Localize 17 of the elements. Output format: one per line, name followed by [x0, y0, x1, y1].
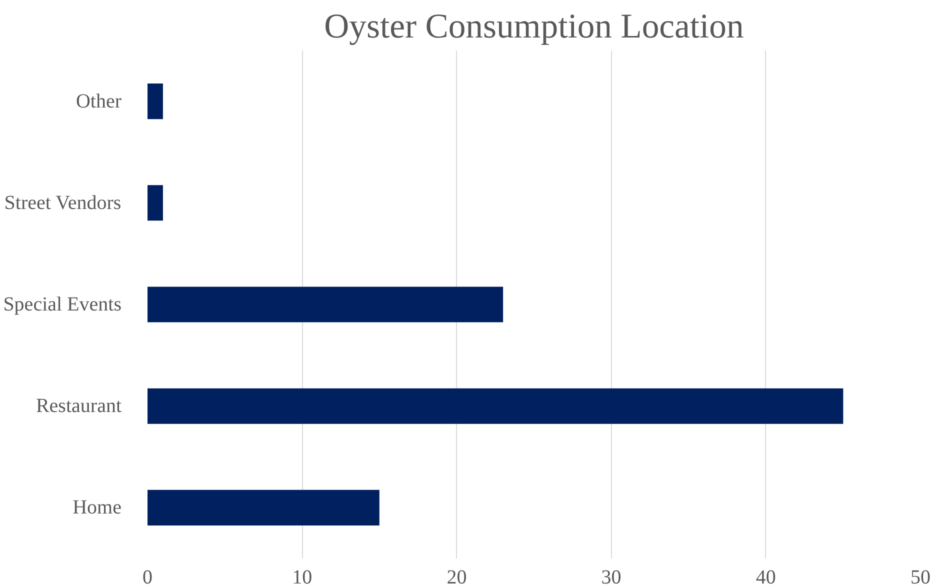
y-tick-label: Special Events [3, 294, 122, 316]
y-tick-label: Restaurant [36, 395, 122, 418]
x-tick-label: 40 [756, 566, 776, 588]
x-tick-label: 20 [446, 566, 467, 588]
chart-title: Oyster Consumption Location [324, 8, 744, 46]
y-tick-label: Other [76, 90, 122, 112]
bar [148, 286, 504, 322]
x-tick-label: 30 [601, 566, 622, 588]
x-tick-label: 0 [142, 566, 152, 588]
bar [148, 185, 163, 221]
y-tick-label: Street Vendors [4, 192, 122, 214]
y-tick-label: Home [72, 496, 122, 519]
bar [148, 84, 163, 120]
bar [148, 490, 380, 526]
x-tick-label: 50 [910, 566, 930, 588]
bar [148, 388, 844, 424]
x-tick-label: 10 [292, 566, 312, 588]
